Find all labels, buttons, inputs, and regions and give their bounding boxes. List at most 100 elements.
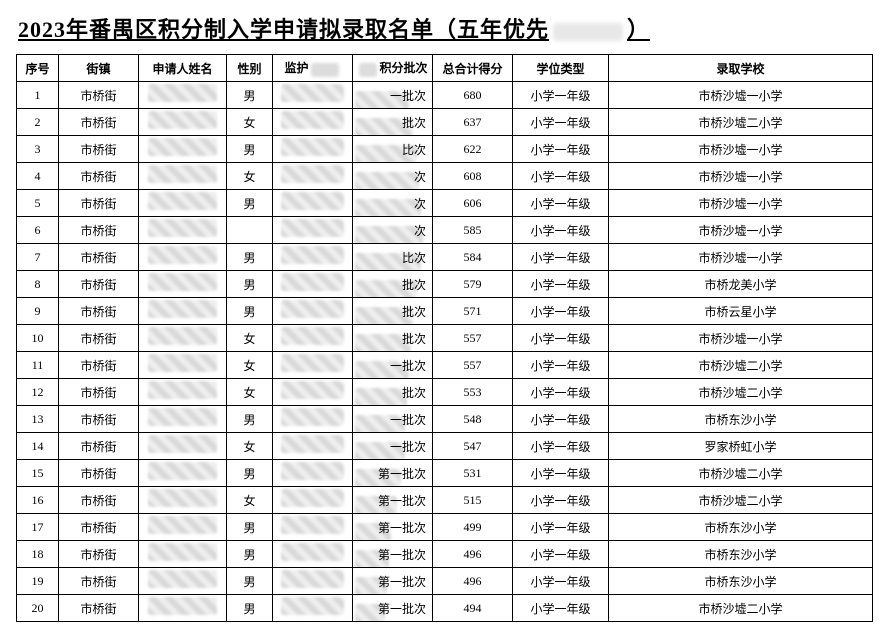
cell-grade: 小学一年级 — [513, 298, 609, 325]
cell-school: 市桥沙墟一小学 — [609, 136, 873, 163]
table-row: 6市桥街次585小学一年级市桥沙墟一小学 — [17, 217, 873, 244]
guardian-redaction — [281, 165, 344, 183]
cell-name — [139, 136, 227, 163]
cell-name — [139, 190, 227, 217]
cell-score: 579 — [433, 271, 513, 298]
cell-school: 市桥沙墟二小学 — [609, 487, 873, 514]
cell-school: 市桥沙墟二小学 — [609, 460, 873, 487]
cell-grade: 小学一年级 — [513, 595, 609, 622]
cell-guard — [273, 163, 353, 190]
name-redaction — [148, 597, 218, 615]
cell-sex: 男 — [227, 136, 273, 163]
cell-score: 606 — [433, 190, 513, 217]
cell-score: 584 — [433, 244, 513, 271]
title-redaction — [553, 23, 623, 41]
cell-guard — [273, 541, 353, 568]
cell-sex: 男 — [227, 568, 273, 595]
cell-guard — [273, 406, 353, 433]
table-row: 18市桥街男第一批次496小学一年级市桥东沙小学 — [17, 541, 873, 568]
guardian-redaction — [281, 246, 344, 264]
cell-town: 市桥街 — [59, 541, 139, 568]
cell-guard — [273, 217, 353, 244]
table-row: 13市桥街男一批次548小学一年级市桥东沙小学 — [17, 406, 873, 433]
cell-batch: 次 — [353, 163, 433, 190]
cell-grade: 小学一年级 — [513, 352, 609, 379]
cell-grade: 小学一年级 — [513, 406, 609, 433]
cell-town: 市桥街 — [59, 406, 139, 433]
name-redaction — [148, 165, 218, 183]
cell-school: 罗家桥虹小学 — [609, 433, 873, 460]
cell-guard — [273, 82, 353, 109]
cell-sex: 女 — [227, 163, 273, 190]
cell-school: 市桥沙墟一小学 — [609, 244, 873, 271]
cell-town: 市桥街 — [59, 514, 139, 541]
table-row: 17市桥街男第一批次499小学一年级市桥东沙小学 — [17, 514, 873, 541]
cell-score: 637 — [433, 109, 513, 136]
cell-grade: 小学一年级 — [513, 541, 609, 568]
cell-sex: 男 — [227, 541, 273, 568]
cell-guard — [273, 352, 353, 379]
cell-town: 市桥街 — [59, 217, 139, 244]
cell-score: 585 — [433, 217, 513, 244]
admission-table: 序号 街镇 申请人姓名 性别 监护 积分批次 总合计得分 学位类型 录取学校 1… — [16, 54, 873, 622]
batch-text: 比次 — [353, 249, 432, 266]
cell-score: 531 — [433, 460, 513, 487]
col-town: 街镇 — [59, 55, 139, 82]
cell-school: 市桥沙墟二小学 — [609, 352, 873, 379]
cell-school: 市桥沙墟一小学 — [609, 325, 873, 352]
cell-guard — [273, 568, 353, 595]
batch-text: 第一批次 — [353, 519, 432, 536]
table-row: 15市桥街男第一批次531小学一年级市桥沙墟二小学 — [17, 460, 873, 487]
col-guard: 监护 — [273, 55, 353, 82]
guardian-redaction — [281, 489, 344, 507]
guardian-redaction — [281, 138, 344, 156]
cell-idx: 6 — [17, 217, 59, 244]
cell-guard — [273, 244, 353, 271]
cell-guard — [273, 433, 353, 460]
guardian-redaction — [281, 516, 344, 534]
cell-grade: 小学一年级 — [513, 568, 609, 595]
table-row: 16市桥街女第一批次515小学一年级市桥沙墟二小学 — [17, 487, 873, 514]
cell-guard — [273, 487, 353, 514]
guardian-redaction — [281, 327, 344, 345]
cell-sex: 男 — [227, 460, 273, 487]
guardian-redaction — [281, 597, 344, 615]
cell-batch: 批次 — [353, 298, 433, 325]
name-redaction — [148, 516, 218, 534]
cell-school: 市桥东沙小学 — [609, 514, 873, 541]
col-school: 录取学校 — [609, 55, 873, 82]
cell-name — [139, 595, 227, 622]
title-suffix: ） — [627, 17, 650, 42]
cell-town: 市桥街 — [59, 244, 139, 271]
cell-score: 547 — [433, 433, 513, 460]
col-batch-suffix: 积分批次 — [379, 61, 427, 75]
cell-grade: 小学一年级 — [513, 271, 609, 298]
cell-idx: 2 — [17, 109, 59, 136]
cell-name — [139, 379, 227, 406]
cell-guard — [273, 460, 353, 487]
cell-guard — [273, 271, 353, 298]
table-row: 9市桥街男批次571小学一年级市桥云星小学 — [17, 298, 873, 325]
cell-sex: 男 — [227, 514, 273, 541]
name-redaction — [148, 543, 218, 561]
cell-guard — [273, 190, 353, 217]
name-redaction — [148, 246, 218, 264]
cell-town: 市桥街 — [59, 568, 139, 595]
cell-score: 548 — [433, 406, 513, 433]
batch-text: 批次 — [353, 384, 432, 401]
cell-town: 市桥街 — [59, 190, 139, 217]
batch-text: 第一批次 — [353, 492, 432, 509]
guardian-redaction — [281, 435, 344, 453]
cell-batch: 一批次 — [353, 406, 433, 433]
cell-town: 市桥街 — [59, 82, 139, 109]
table-row: 20市桥街男第一批次494小学一年级市桥沙墟二小学 — [17, 595, 873, 622]
cell-name — [139, 541, 227, 568]
cell-grade: 小学一年级 — [513, 217, 609, 244]
page-title: 2023年番禺区积分制入学申请拟录取名单（五年优先） — [18, 12, 873, 44]
cell-idx: 19 — [17, 568, 59, 595]
cell-batch: 第一批次 — [353, 460, 433, 487]
name-redaction — [148, 300, 218, 318]
cell-grade: 小学一年级 — [513, 433, 609, 460]
table-row: 19市桥街男第一批次496小学一年级市桥东沙小学 — [17, 568, 873, 595]
cell-score: 499 — [433, 514, 513, 541]
